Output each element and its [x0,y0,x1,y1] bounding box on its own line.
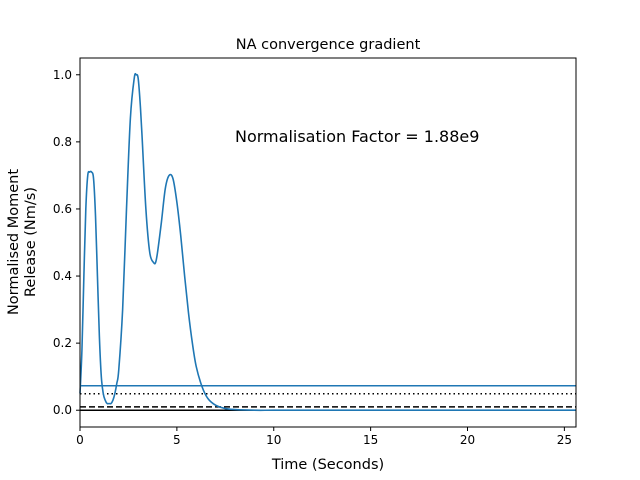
y-axis-label-line-1: Normalised Moment [6,169,22,315]
plot-area [79,72,576,412]
x-axis-label: Time (Seconds) [271,457,384,473]
x-tick-label: 5 [173,433,181,447]
y-tick-label: 0.4 [53,269,72,283]
y-tick-label: 0.2 [53,336,72,350]
y-tick-label: 1.0 [53,68,72,82]
x-tick-label: 0 [76,433,84,447]
x-tick-label: 10 [266,433,281,447]
y-axis-label: Normalised Moment Release (Nm/s) [6,169,39,315]
axis-ticks: 0 5 10 15 20 25 0.0 0.2 0.4 0.6 0.8 1.0 [53,68,572,447]
normalisation-annotation: Normalisation Factor = 1.88e9 [235,127,479,146]
axes-frame [79,57,577,428]
y-tick-label: 0.8 [53,135,72,149]
x-tick-label: 25 [557,433,572,447]
y-tick-label: 0.0 [53,403,72,417]
y-axis-label-line-2: Release (Nm/s) [23,187,39,297]
chart-title: NA convergence gradient [236,37,421,53]
y-tick-label: 0.6 [53,202,72,216]
x-tick-label: 15 [363,433,378,447]
x-tick-label: 20 [460,433,475,447]
series-line-0 [79,72,576,412]
